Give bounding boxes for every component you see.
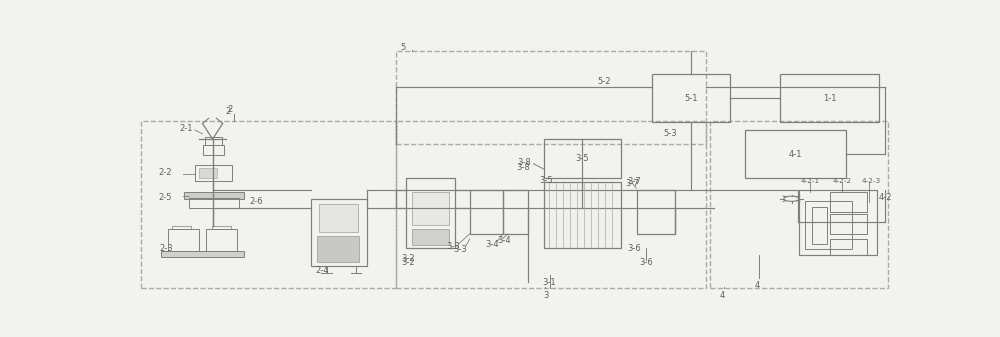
Bar: [140, 121, 396, 288]
Text: 3-2: 3-2: [402, 258, 415, 267]
Bar: [637, 190, 675, 234]
Text: 3-4: 3-4: [485, 240, 499, 249]
Text: 3-8: 3-8: [517, 158, 531, 167]
Bar: [396, 51, 706, 144]
Bar: [805, 201, 852, 249]
Bar: [205, 137, 222, 145]
Text: 3-7: 3-7: [625, 179, 639, 188]
Text: 4: 4: [755, 281, 760, 290]
Bar: [311, 199, 367, 266]
Text: 3-2: 3-2: [402, 254, 415, 263]
Bar: [161, 251, 244, 257]
Bar: [710, 121, 888, 288]
Text: 3-6: 3-6: [640, 258, 653, 267]
Text: 4-2: 4-2: [878, 193, 892, 202]
Text: 2: 2: [226, 107, 231, 116]
Bar: [202, 145, 224, 155]
Bar: [780, 74, 879, 122]
Bar: [168, 228, 199, 252]
Bar: [544, 182, 621, 248]
Text: 3-6: 3-6: [627, 244, 641, 252]
Text: 5-3: 5-3: [664, 129, 677, 139]
Bar: [319, 204, 358, 233]
Text: 3-8: 3-8: [516, 163, 530, 172]
Text: 3-5: 3-5: [575, 154, 589, 163]
Text: 2-3: 2-3: [160, 244, 174, 252]
Text: 5: 5: [400, 43, 405, 52]
Text: 2-6: 2-6: [249, 197, 263, 206]
Text: 4-2-2: 4-2-2: [833, 178, 852, 184]
Text: 2-5: 2-5: [158, 193, 172, 202]
Text: 3-5: 3-5: [539, 176, 553, 185]
Text: 3-3: 3-3: [447, 242, 460, 251]
Bar: [317, 236, 359, 262]
Bar: [830, 192, 867, 212]
Text: 3-1: 3-1: [542, 278, 556, 287]
Text: 2-1: 2-1: [179, 124, 193, 133]
Bar: [830, 214, 867, 234]
Text: 1-1: 1-1: [823, 94, 836, 102]
Bar: [212, 226, 231, 229]
Bar: [544, 139, 621, 178]
Bar: [503, 190, 528, 234]
Bar: [406, 178, 455, 248]
Text: 3-4: 3-4: [498, 236, 511, 245]
Bar: [812, 207, 827, 244]
Text: 2: 2: [227, 105, 233, 115]
Text: 5-2: 5-2: [598, 78, 611, 87]
Bar: [652, 74, 730, 122]
Text: 2-4: 2-4: [316, 266, 329, 275]
Text: 5-1: 5-1: [684, 94, 698, 102]
Text: 4-2-3: 4-2-3: [861, 178, 880, 184]
Bar: [470, 190, 503, 234]
Bar: [745, 130, 846, 178]
Text: 3-3: 3-3: [453, 245, 467, 254]
Bar: [799, 190, 877, 254]
Text: 4-1: 4-1: [789, 150, 802, 159]
Bar: [830, 239, 867, 254]
Text: 4: 4: [719, 291, 725, 300]
Bar: [412, 192, 449, 225]
Bar: [189, 198, 239, 208]
Bar: [195, 165, 232, 181]
Bar: [206, 228, 237, 252]
Bar: [184, 192, 244, 199]
Bar: [412, 228, 449, 245]
Text: 3: 3: [544, 291, 549, 300]
Bar: [396, 121, 706, 288]
Text: 4-2-1: 4-2-1: [801, 178, 820, 184]
Bar: [199, 167, 217, 178]
Bar: [172, 226, 191, 229]
Text: 2-2: 2-2: [158, 168, 172, 177]
Text: 3-7: 3-7: [627, 177, 641, 186]
